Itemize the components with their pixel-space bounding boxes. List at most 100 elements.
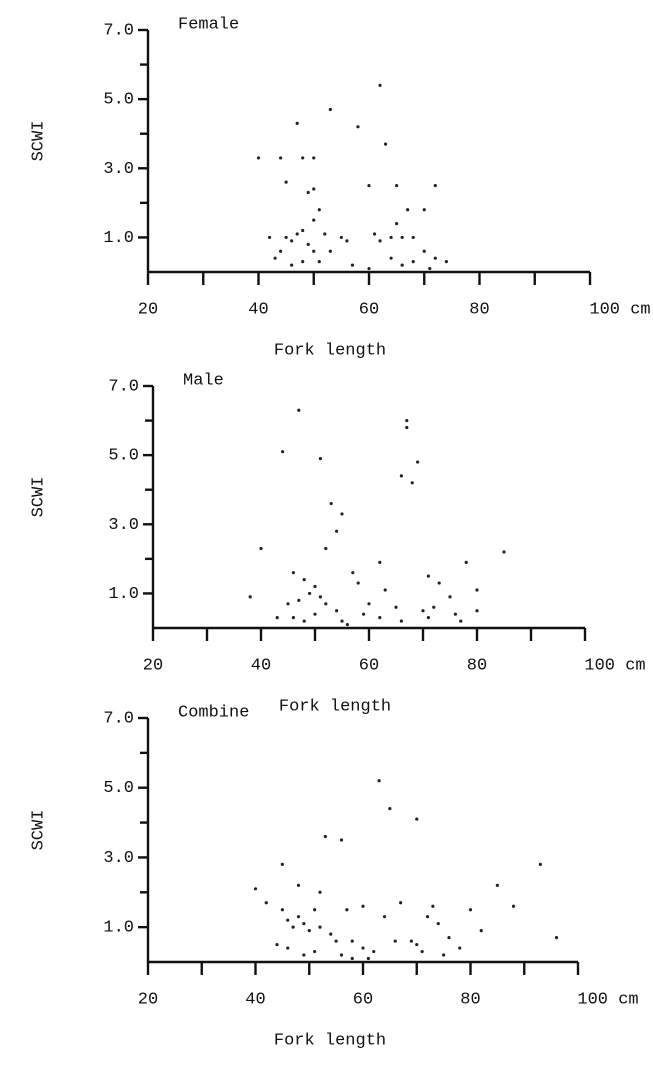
y-tick-label: 7.0: [108, 377, 139, 396]
x-tick-label: 20: [143, 656, 163, 675]
point: [382, 915, 387, 919]
point: [433, 183, 437, 188]
point: [301, 228, 305, 233]
point: [318, 925, 322, 929]
point: [264, 901, 268, 905]
point: [280, 908, 284, 912]
x-axis-label: Fork length: [279, 697, 391, 716]
point: [339, 235, 343, 240]
point: [367, 183, 371, 188]
point: [301, 156, 305, 160]
point: [345, 239, 349, 243]
point: [273, 256, 277, 260]
point: [464, 560, 468, 564]
panel-title: Female: [178, 15, 239, 34]
point: [388, 807, 392, 811]
point: [436, 922, 440, 926]
point: [475, 588, 479, 592]
point: [275, 616, 279, 620]
point: [253, 887, 258, 891]
y-tick-label: 3.0: [103, 849, 134, 868]
point: [409, 939, 413, 943]
point: [318, 890, 322, 894]
point: [335, 529, 339, 533]
point: [259, 546, 263, 551]
point: [393, 939, 397, 943]
y-axis-label: SCWI: [29, 477, 48, 518]
y-tick-label: 3.0: [108, 516, 139, 535]
point: [340, 619, 344, 623]
point: [248, 595, 252, 599]
point: [459, 619, 463, 623]
point: [383, 588, 387, 592]
y-tick-label: 1.0: [103, 229, 134, 248]
point: [372, 232, 377, 236]
point: [317, 260, 321, 264]
point: [389, 256, 393, 260]
point: [442, 953, 446, 957]
point: [279, 249, 283, 253]
y-tick-label: 1.0: [108, 585, 139, 604]
point: [453, 612, 457, 616]
point: [340, 512, 344, 516]
point: [411, 235, 415, 240]
point: [313, 908, 317, 912]
point: [275, 942, 279, 947]
point: [312, 218, 316, 222]
y-tick-label: 5.0: [108, 447, 139, 466]
point: [395, 183, 399, 188]
point: [296, 915, 301, 919]
point: [312, 187, 316, 191]
panel-title: Male: [183, 371, 224, 390]
point: [334, 939, 338, 943]
x-tick-label: 60: [353, 990, 373, 1009]
point: [313, 612, 317, 616]
point: [432, 605, 436, 609]
point: [281, 450, 285, 454]
point: [295, 232, 299, 236]
point: [345, 908, 349, 912]
point: [378, 239, 382, 243]
x-tick-label: 100 cm: [584, 656, 645, 675]
point: [378, 560, 382, 564]
x-tick-label: 80: [460, 990, 480, 1009]
point: [356, 581, 360, 585]
x-tick-label: 60: [359, 656, 379, 675]
point: [302, 619, 306, 623]
point: [399, 474, 403, 478]
x-tick-label: 40: [248, 300, 268, 319]
point: [431, 904, 435, 908]
point: [448, 595, 452, 599]
point: [297, 408, 301, 412]
point: [495, 883, 499, 887]
point: [468, 908, 473, 912]
point: [433, 256, 437, 260]
point: [411, 260, 415, 264]
point: [286, 602, 290, 606]
point: [356, 125, 360, 129]
point: [345, 622, 349, 627]
y-tick-label: 5.0: [103, 779, 134, 798]
x-tick-label: 100 cm: [577, 990, 638, 1009]
point: [350, 956, 354, 961]
point: [426, 574, 430, 578]
point: [475, 609, 479, 613]
point: [399, 619, 403, 623]
point: [267, 235, 272, 240]
point: [350, 939, 354, 943]
point: [361, 946, 365, 950]
point: [405, 425, 409, 430]
y-tick-label: 5.0: [103, 91, 134, 110]
point: [447, 936, 451, 940]
point: [416, 460, 420, 464]
point: [458, 946, 462, 950]
point: [425, 915, 430, 919]
y-tick-label: 7.0: [103, 709, 134, 728]
x-axis-label: Fork length: [274, 1031, 386, 1050]
point: [415, 942, 419, 947]
point: [554, 936, 559, 940]
point: [372, 949, 376, 954]
point: [378, 83, 382, 87]
point: [291, 571, 295, 575]
